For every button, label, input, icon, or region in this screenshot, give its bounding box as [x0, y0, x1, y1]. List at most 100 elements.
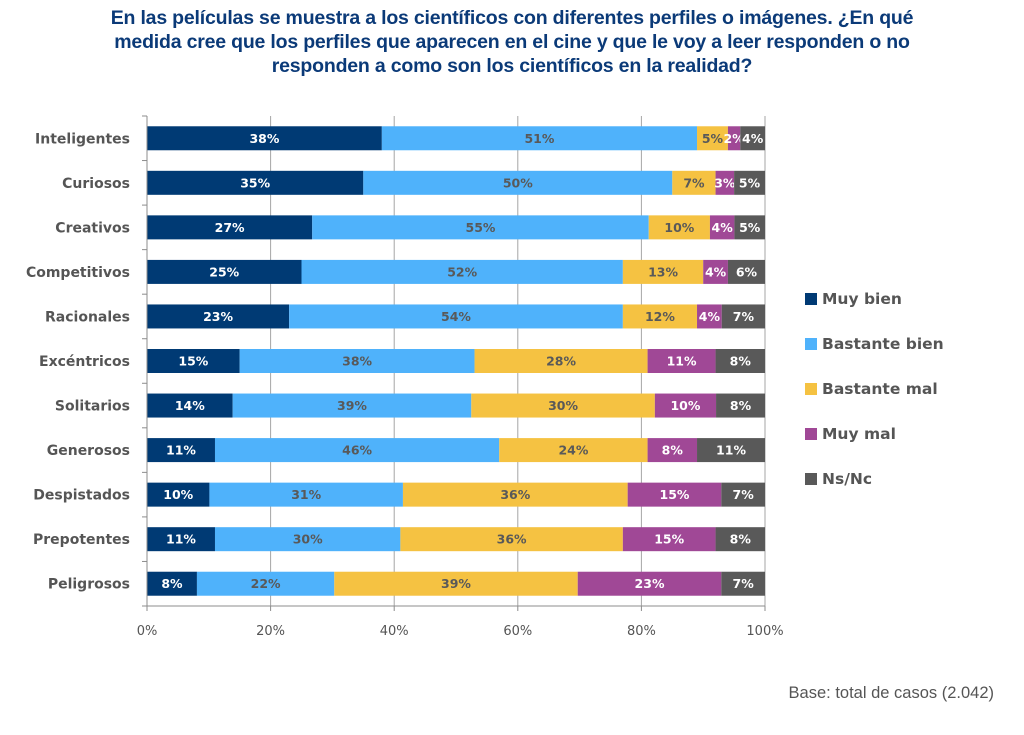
bar-segment-muy-mal: [727, 126, 741, 151]
bar-segment-ns-nc: [697, 438, 765, 463]
bar-segment-muy-bien: [147, 170, 364, 195]
data-label: 7%: [733, 309, 755, 324]
data-label: 30%: [548, 398, 578, 413]
bar-segment-muy-bien: [147, 215, 313, 240]
data-label: 11%: [716, 443, 746, 458]
data-label: 4%: [699, 309, 721, 324]
bar-segment-muy-mal: [647, 438, 698, 463]
title-line-3: responden a como son los científicos en …: [271, 55, 753, 77]
data-label: 11%: [166, 532, 196, 547]
data-label: 35%: [240, 175, 270, 190]
bar-segment-bastante-bien: [312, 215, 649, 240]
legend-swatch: [805, 472, 817, 485]
legend-label: Muy mal: [822, 424, 896, 443]
legend-swatch: [805, 427, 817, 440]
bar-segment-ns-nc: [727, 259, 765, 284]
data-label: 4%: [705, 264, 727, 279]
bar-segment-muy-bien: [147, 349, 240, 373]
bar-segment-bastante-mal: [402, 482, 628, 507]
bar-segment-muy-bien: [147, 482, 210, 507]
data-label: 25%: [209, 264, 239, 279]
legend-swatch: [805, 292, 817, 305]
bar-segment-bastante-mal: [471, 393, 655, 418]
bar-segment-ns-nc: [715, 527, 765, 552]
bar-segment-bastante-bien: [301, 259, 623, 284]
bar-segments: 38% 51% 5% 2%4%35% 50% 7% 3% 5%27% 55% 10% 4% 5%25%…: [147, 126, 765, 596]
bar-segment-muy-mal: [577, 571, 722, 596]
bar-segment-muy-mal: [703, 259, 728, 284]
data-label: 31%: [291, 487, 321, 502]
data-label: 36%: [500, 487, 530, 502]
legend-label: Bastante bien: [822, 334, 944, 353]
data-label: 23%: [203, 309, 233, 324]
data-label: 12%: [645, 309, 675, 324]
data-label: 38%: [342, 354, 372, 369]
data-label: 15%: [660, 487, 690, 502]
category-label: Generosos: [47, 443, 130, 459]
category-label: Racionales: [45, 309, 130, 325]
data-label: 15%: [654, 532, 684, 547]
bar-segment-muy-mal: [654, 393, 717, 418]
bar-segment-bastante-mal: [334, 571, 578, 596]
bar-segment-ns-nc: [721, 304, 765, 329]
data-label: 3%: [714, 175, 736, 190]
data-label: 23%: [635, 576, 665, 591]
title-line-1: En las películas se muestra a los cientí…: [110, 7, 914, 29]
data-label: 5%: [739, 220, 761, 235]
data-label: 5%: [702, 131, 724, 146]
bar-segment-ns-nc: [715, 349, 765, 373]
bar-segment-bastante-bien: [289, 304, 623, 329]
bar-segment-muy-mal: [715, 170, 735, 195]
bar-segment-ns-nc: [716, 393, 765, 418]
bar-segment-bastante-mal: [400, 527, 623, 552]
data-label: 6%: [736, 264, 758, 279]
bar-segment-ns-nc: [734, 215, 765, 240]
data-label: 7%: [683, 175, 705, 190]
category-label: Despistados: [33, 488, 130, 504]
category-label: Inteligentes: [35, 131, 130, 147]
bar-segment-bastante-mal: [622, 304, 698, 329]
data-label: 54%: [441, 309, 471, 324]
bar-segment-bastante-bien: [381, 126, 698, 151]
data-label: 8%: [730, 532, 752, 547]
data-label: 39%: [337, 398, 367, 413]
x-tick-labels: 0% 20% 40% 60% 80% 100%: [137, 624, 784, 639]
data-label: 4%: [712, 220, 734, 235]
category-label: Competitivos: [26, 265, 130, 281]
data-label: 52%: [447, 264, 477, 279]
bar-segment-bastante-bien: [196, 571, 335, 596]
x-tick-label: 0%: [137, 624, 158, 639]
legend-label: Bastante mal: [822, 379, 938, 398]
bar-segment-bastante-bien: [232, 393, 472, 418]
data-label: 10%: [163, 487, 193, 502]
base-footnote: Base: total de casos (2.042): [788, 684, 994, 702]
bar-segment-ns-nc: [721, 482, 765, 507]
bar-segment-muy-bien: [147, 126, 382, 151]
data-label: 30%: [293, 532, 323, 547]
x-tick-label: 100%: [746, 624, 783, 639]
legend-label: Ns/Nc: [822, 469, 873, 488]
data-label: 39%: [441, 576, 471, 591]
data-label: 8%: [662, 443, 684, 458]
bar-segment-bastante-mal: [697, 126, 728, 151]
x-tick-label: 80%: [627, 624, 656, 639]
data-label: 11%: [166, 443, 196, 458]
bar-segment-bastante-mal: [672, 170, 716, 195]
data-label: 2%: [723, 131, 745, 146]
axes: [142, 115, 766, 611]
bar-segment-muy-bien: [147, 527, 215, 552]
x-tick-label: 40%: [380, 624, 409, 639]
data-label: 22%: [251, 576, 281, 591]
chart-title: En las películas se muestra a los cientí…: [0, 6, 1024, 78]
data-label: 8%: [161, 576, 183, 591]
data-label: 11%: [667, 354, 697, 369]
legend: Muy bien Bastante bien Bastante mal Muy mal…: [805, 276, 944, 501]
bar-segment-muy-mal: [622, 527, 716, 552]
legend-item: Muy bien: [805, 276, 944, 321]
category-label: Excéntricos: [39, 354, 130, 370]
data-label: 5%: [739, 175, 761, 190]
data-label: 50%: [503, 175, 533, 190]
bar-segment-muy-bien: [147, 438, 215, 463]
category-label: Prepotentes: [33, 532, 130, 548]
